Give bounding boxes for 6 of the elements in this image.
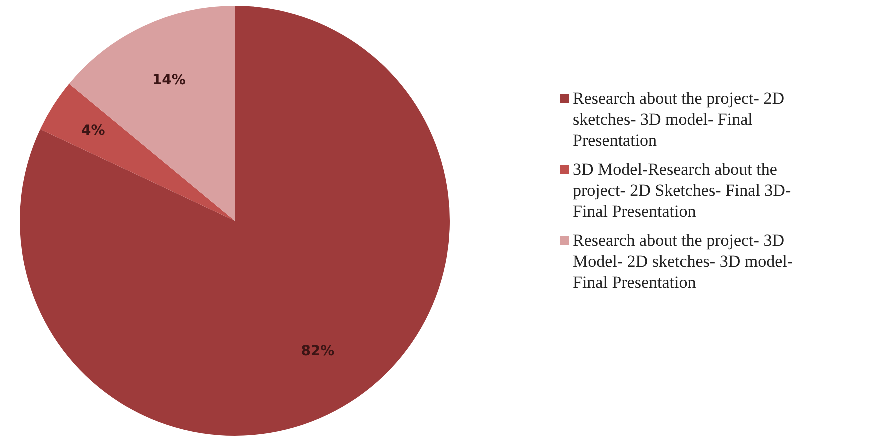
data-label: 14% bbox=[152, 72, 186, 89]
data-label: 82% bbox=[301, 343, 335, 360]
legend-label: Research about the project- 3D Model- 2D sketches- 3D model- Final Presentation bbox=[573, 230, 794, 293]
legend-label: Research about the project- 2D sketches- 3D model- Final Presentation bbox=[573, 88, 786, 151]
data-label: 4% bbox=[82, 122, 106, 139]
legend-label: 3D Model-Research about the project- 2D Sketches- Final 3D- Final Presentation bbox=[573, 159, 792, 222]
